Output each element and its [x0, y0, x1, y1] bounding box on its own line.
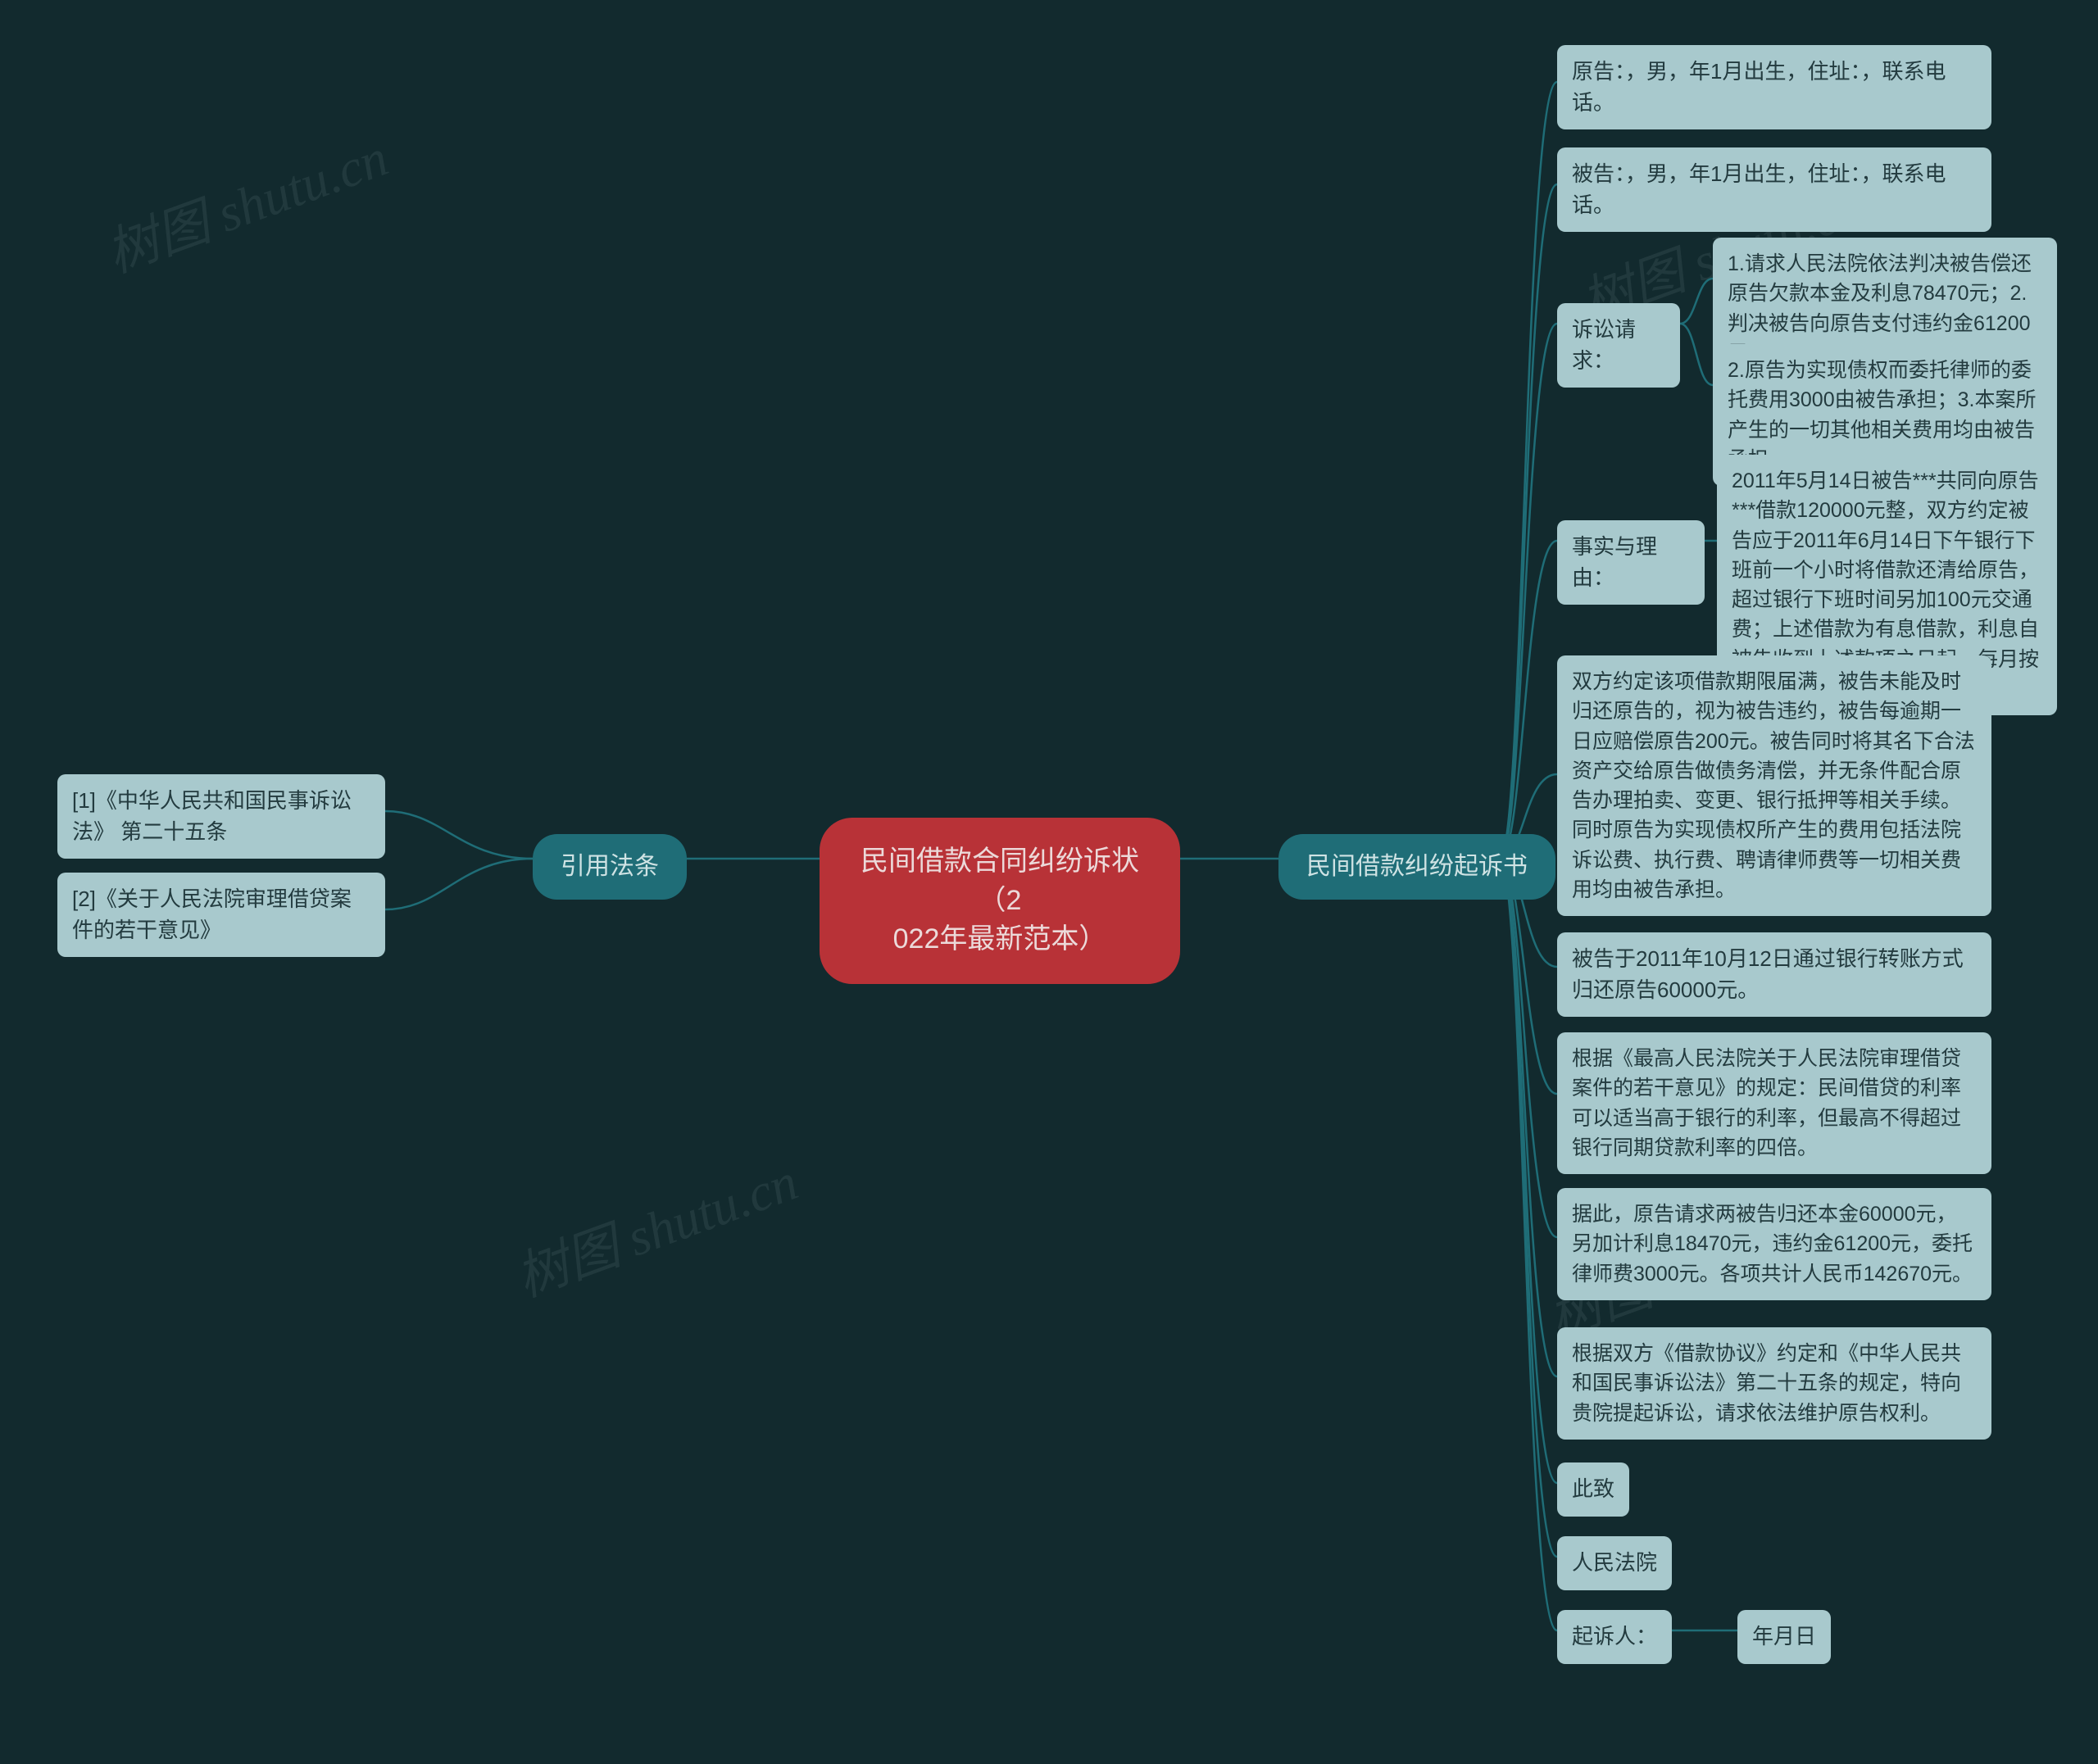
- leaf-r0-text: 原告：，男，年1月出生，住址：，联系电话。: [1572, 59, 1946, 115]
- root-text-line2: 022年最新范本）: [893, 923, 1107, 955]
- leaf-r9[interactable]: 此致: [1557, 1462, 1629, 1517]
- mindmap-canvas: 树图 shutu.cn 树图 shutu.cn 树图 shutu.cn 树图 s…: [0, 0, 2098, 1764]
- leaf-r6-text: 根据《最高人民法院关于人民法院审理借贷案件的若干意见》的规定：民间借贷的利率可以…: [1572, 1047, 1961, 1159]
- leaf-r11-text: 起诉人：: [1572, 1624, 1657, 1648]
- leaf-r10-text: 人民法院: [1572, 1550, 1657, 1575]
- leaf-r11[interactable]: 起诉人：: [1557, 1610, 1672, 1664]
- leaf-left-0-text: [1]《中华人民共和国民事诉讼法》 第二十五条: [72, 788, 352, 844]
- leaf-r8[interactable]: 根据双方《借款协议》约定和《中华人民共和国民事诉讼法》第二十五条的规定，特向贵院…: [1557, 1327, 1991, 1440]
- branch-left-label: 引用法条: [561, 853, 659, 880]
- leaf-r6[interactable]: 根据《最高人民法院关于人民法院审理借贷案件的若干意见》的规定：民间借贷的利率可以…: [1557, 1032, 1991, 1174]
- leaf-r9-text: 此致: [1572, 1476, 1614, 1501]
- leaf-r1-text: 被告：，男，年1月出生，住址：，联系电话。: [1572, 161, 1946, 217]
- watermark: 树图 shutu.cn: [94, 116, 397, 287]
- leaf-r1[interactable]: 被告：，男，年1月出生，住址：，联系电话。: [1557, 147, 1991, 232]
- leaf-r4[interactable]: 双方约定该项借款期限届满，被告未能及时归还原告的，视为被告违约，被告每逾期一日应…: [1557, 655, 1991, 916]
- root-text-line1: 民间借款合同纠纷诉状（2: [861, 846, 1139, 916]
- leaf-r4-text: 双方约定该项借款期限届满，被告未能及时归还原告的，视为被告违约，被告每逾期一日应…: [1572, 670, 1975, 901]
- leaf-r3-text: 事实与理由：: [1572, 534, 1657, 590]
- leaf-left-1[interactable]: [2]《关于人民法院审理借贷案件的若干意见》: [57, 873, 385, 957]
- leaf-left-0[interactable]: [1]《中华人民共和国民事诉讼法》 第二十五条: [57, 774, 385, 859]
- leaf-r7-text: 据此，原告请求两被告归还本金60000元，另加计利息18470元，违约金6120…: [1572, 1203, 1973, 1286]
- leaf-r2[interactable]: 诉讼请求：: [1557, 303, 1680, 388]
- leaf-r10[interactable]: 人民法院: [1557, 1536, 1672, 1590]
- branch-right[interactable]: 民间借款纠纷起诉书: [1278, 834, 1555, 900]
- leaf-r3[interactable]: 事实与理由：: [1557, 520, 1705, 605]
- root-node[interactable]: 民间借款合同纠纷诉状（2 022年最新范本）: [820, 818, 1180, 984]
- leaf-r8-text: 根据双方《借款协议》约定和《中华人民共和国民事诉讼法》第二十五条的规定，特向贵院…: [1572, 1342, 1961, 1425]
- leaf-r0[interactable]: 原告：，男，年1月出生，住址：，联系电话。: [1557, 45, 1991, 129]
- leaf-r2-text: 诉讼请求：: [1572, 317, 1636, 373]
- leaf-r5[interactable]: 被告于2011年10月12日通过银行转账方式归还原告60000元。: [1557, 932, 1991, 1017]
- leaf-r5-text: 被告于2011年10月12日通过银行转账方式归还原告60000元。: [1572, 946, 1964, 1002]
- leaf-left-1-text: [2]《关于人民法院审理借贷案件的若干意见》: [72, 887, 352, 942]
- branch-right-label: 民间借款纠纷起诉书: [1306, 853, 1528, 880]
- branch-left[interactable]: 引用法条: [533, 834, 687, 900]
- leaf-r11-c0[interactable]: 年月日: [1737, 1610, 1831, 1664]
- leaf-r7[interactable]: 据此，原告请求两被告归还本金60000元，另加计利息18470元，违约金6120…: [1557, 1188, 1991, 1300]
- leaf-r11-c0-text: 年月日: [1752, 1624, 1816, 1648]
- watermark: 树图 shutu.cn: [504, 1140, 806, 1311]
